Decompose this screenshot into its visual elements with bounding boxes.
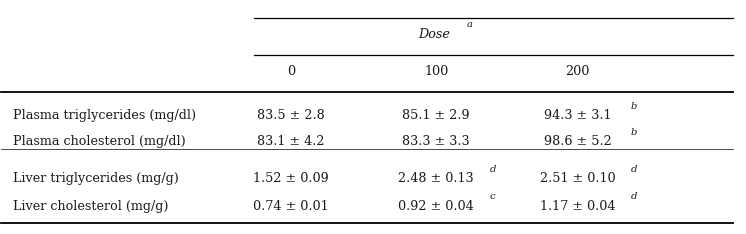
Text: 83.3 ± 3.3: 83.3 ± 3.3 xyxy=(402,135,470,148)
Text: Dose: Dose xyxy=(419,28,451,41)
Text: b: b xyxy=(631,128,637,136)
Text: Plasma triglycerides (mg/dl): Plasma triglycerides (mg/dl) xyxy=(13,109,195,122)
Text: 83.5 ± 2.8: 83.5 ± 2.8 xyxy=(257,109,325,122)
Text: d: d xyxy=(631,165,637,174)
Text: 0.92 ± 0.04: 0.92 ± 0.04 xyxy=(398,200,474,212)
Text: Plasma cholesterol (mg/dl): Plasma cholesterol (mg/dl) xyxy=(13,135,185,148)
Text: 200: 200 xyxy=(565,66,589,78)
Text: 2.48 ± 0.13: 2.48 ± 0.13 xyxy=(398,172,474,185)
Text: 94.3 ± 3.1: 94.3 ± 3.1 xyxy=(544,109,611,122)
Text: 1.17 ± 0.04: 1.17 ± 0.04 xyxy=(539,200,615,212)
Text: 0: 0 xyxy=(287,66,295,78)
Text: Liver triglycerides (mg/g): Liver triglycerides (mg/g) xyxy=(13,172,178,185)
Text: 83.1 ± 4.2: 83.1 ± 4.2 xyxy=(257,135,325,148)
Text: 2.51 ± 0.10: 2.51 ± 0.10 xyxy=(539,172,615,185)
Text: d: d xyxy=(489,165,496,174)
Text: c: c xyxy=(489,192,495,201)
Text: 100: 100 xyxy=(424,66,448,78)
Text: d: d xyxy=(631,192,637,201)
Text: 1.52 ± 0.09: 1.52 ± 0.09 xyxy=(254,172,329,185)
Text: 0.74 ± 0.01: 0.74 ± 0.01 xyxy=(254,200,329,212)
Text: Liver cholesterol (mg/g): Liver cholesterol (mg/g) xyxy=(13,200,168,212)
Text: a: a xyxy=(467,20,473,29)
Text: 85.1 ± 2.9: 85.1 ± 2.9 xyxy=(402,109,470,122)
Text: 98.6 ± 5.2: 98.6 ± 5.2 xyxy=(544,135,611,148)
Text: b: b xyxy=(631,102,637,111)
